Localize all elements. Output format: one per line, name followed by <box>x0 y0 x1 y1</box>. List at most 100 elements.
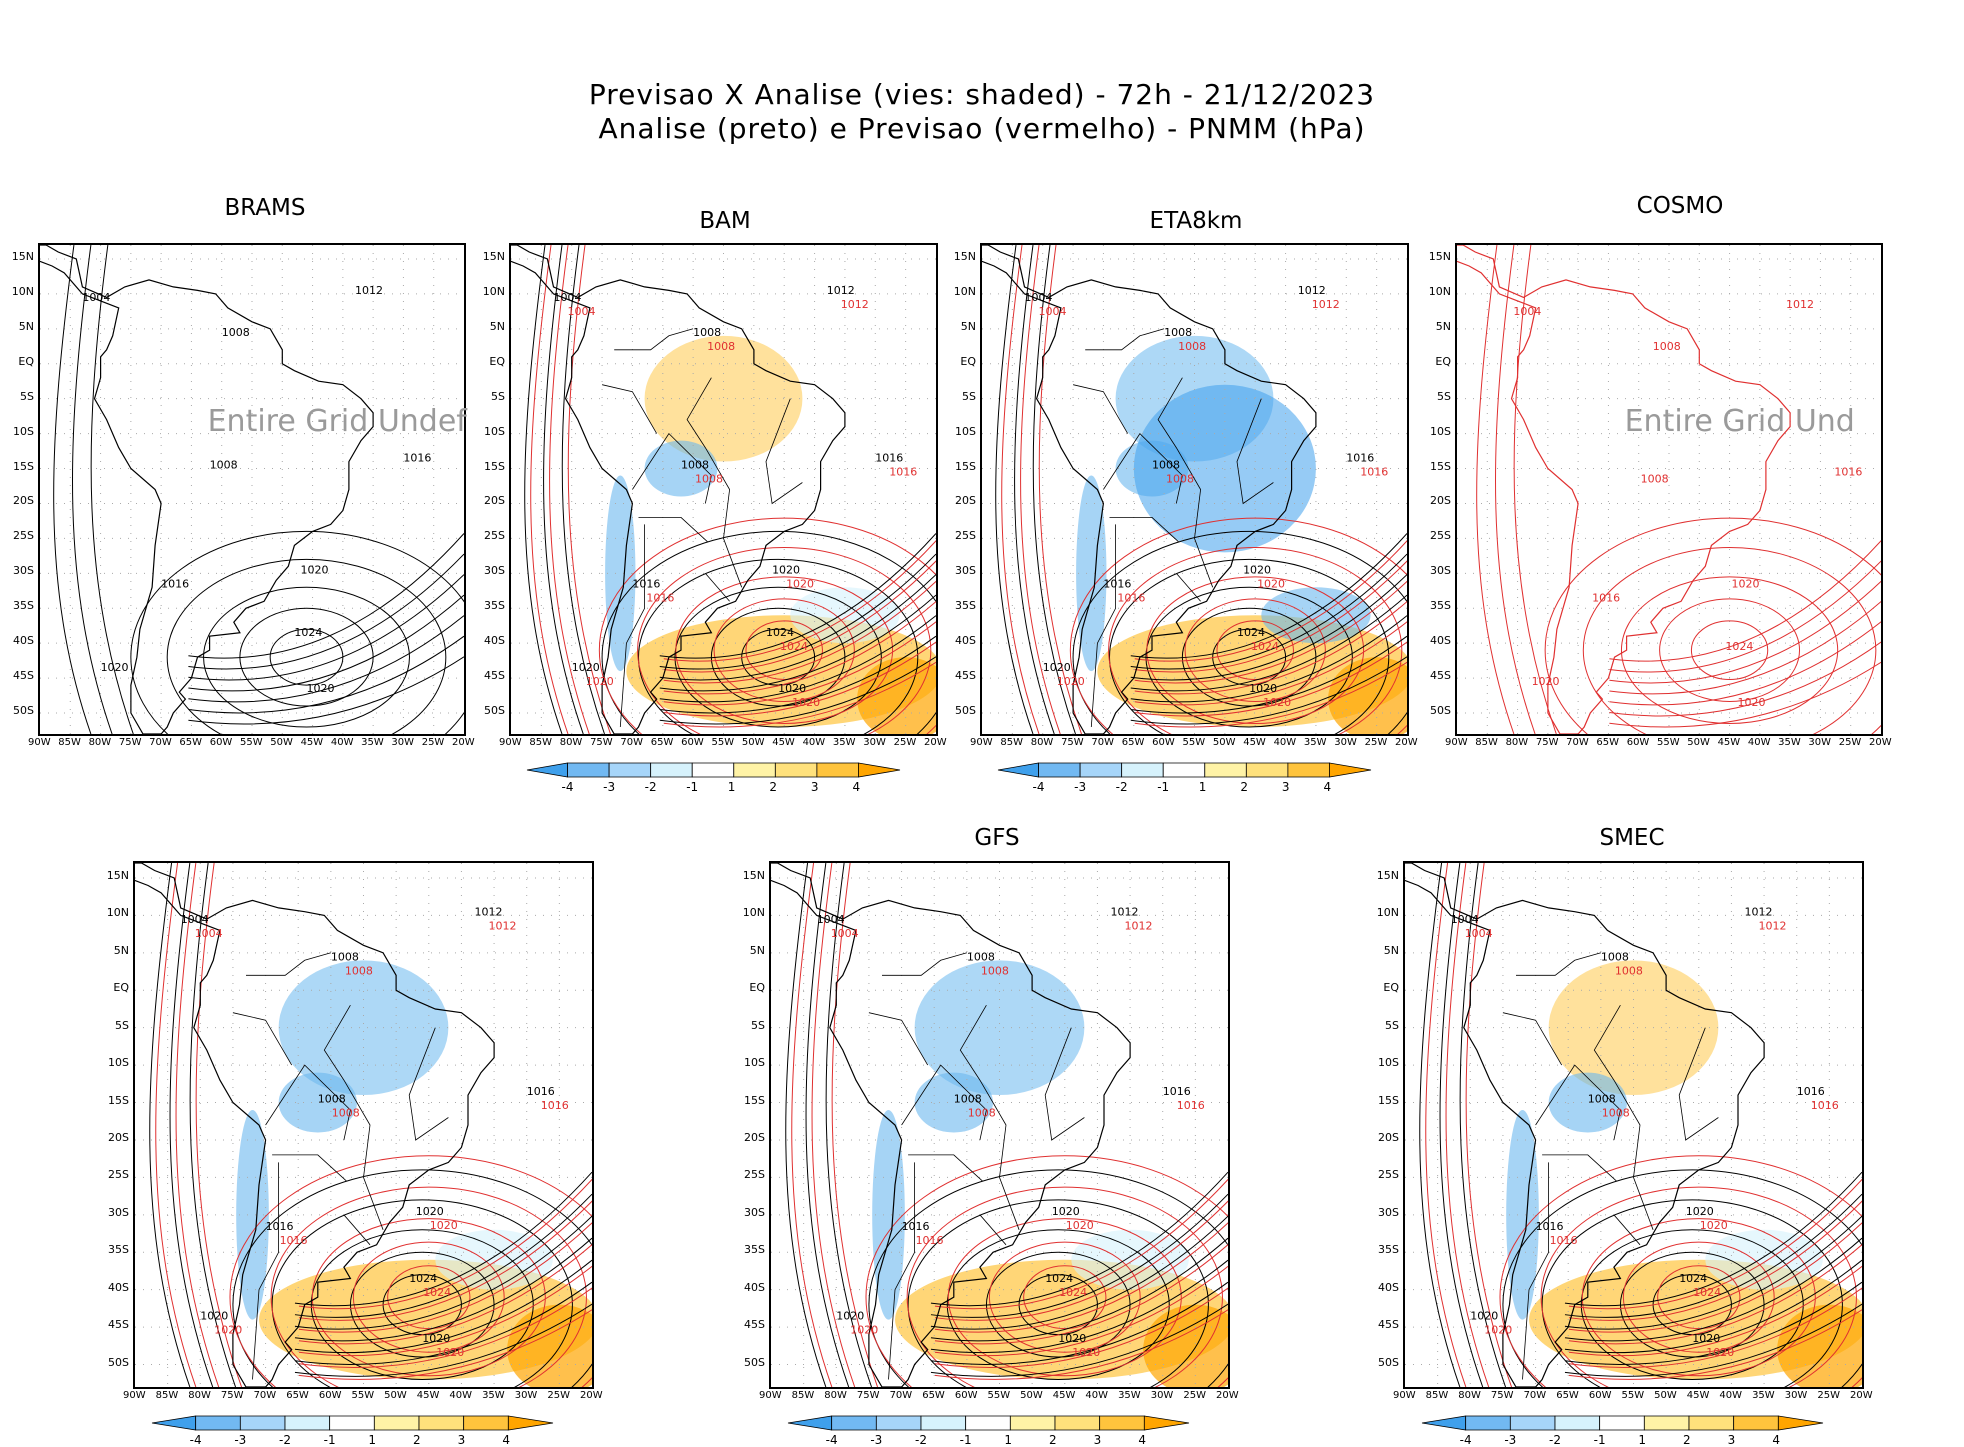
lon-tick-label: 60W <box>1588 1390 1612 1401</box>
isobar-analysis <box>232 1169 592 1387</box>
lat-tick-label: 45S <box>1430 669 1451 683</box>
lat-tick-label: 25S <box>108 1168 129 1182</box>
isobar-forecast <box>1134 661 1407 728</box>
colorbar-label: 1 <box>727 780 736 794</box>
lon-tick-label: 70W <box>620 737 644 748</box>
lon-tick-label: 70W <box>1523 1390 1547 1401</box>
colorbar-label: -1 <box>686 780 699 794</box>
lat-tick-label: 30S <box>484 564 505 578</box>
lat-tick-label: 50S <box>1430 704 1451 718</box>
lon-tick-label: 40W <box>1273 737 1297 748</box>
colorbar-label: -1 <box>959 1433 972 1447</box>
isobar-analysis <box>294 1171 592 1307</box>
colorbar-segment <box>1643 1415 1690 1431</box>
lon-tick-label: 85W <box>529 737 552 748</box>
isobar-analysis <box>1564 1193 1862 1318</box>
isobar-label-analysis: 1012 <box>474 905 502 918</box>
isobar-analysis <box>188 656 464 725</box>
lat-tick-label: 10N <box>1428 284 1451 298</box>
lat-tick-label: 20S <box>108 1130 129 1144</box>
lat-tick-label: 45S <box>13 669 34 683</box>
lat-tick-label: EQ <box>1383 981 1399 995</box>
isobar-analysis <box>188 574 464 681</box>
country-border <box>602 384 658 434</box>
colorbar-label: 2 <box>1683 1433 1691 1447</box>
colorbar-label: 3 <box>1281 780 1290 794</box>
isobar-analysis <box>72 245 113 734</box>
isobar-label-forecast: 1008 <box>981 964 1009 977</box>
isobar-label-forecast: 1020 <box>586 675 614 688</box>
lat-tick-label: 30S <box>955 564 976 578</box>
lat-tick-label: 35S <box>1430 599 1451 613</box>
lat-tick-label: 5N <box>18 319 34 333</box>
lon-tick-label: 20W <box>1850 1390 1873 1401</box>
colorbar-label: 4 <box>1772 1433 1780 1447</box>
lon-tick-label: 55W <box>1621 1390 1645 1401</box>
lon-tick-label: 60W <box>318 1390 342 1401</box>
isobar-label-forecast: 1008 <box>345 964 373 977</box>
isobar-label-forecast: 1024 <box>423 1286 451 1299</box>
lat-tick-label: 50S <box>484 704 505 718</box>
colorbar-gfs <box>787 1415 1190 1431</box>
isobar-forecast <box>663 641 936 717</box>
isobar-label-forecast: 1024 <box>1725 640 1753 653</box>
lon-tick-label: 50W <box>1212 737 1236 748</box>
isobar-label-forecast: 1020 <box>786 577 814 590</box>
lon-tick-label: 45W <box>1052 1390 1076 1401</box>
isobar-analysis <box>1564 1281 1862 1365</box>
lat-tick-label: 5N <box>113 943 129 957</box>
bias-amazon <box>914 960 1085 1096</box>
lon-tick-label: 20W <box>924 737 947 748</box>
country-border <box>265 1064 351 1141</box>
isobar-forecast <box>1540 1186 1857 1387</box>
isobar-forecast <box>831 863 879 1387</box>
lon-tick-label: 20W <box>1216 1390 1239 1401</box>
lat-tick-label: EQ <box>489 354 505 368</box>
lon-tick-label: 80W <box>188 1390 211 1401</box>
coastline <box>511 245 846 734</box>
isobar-analysis <box>995 245 1034 734</box>
isobar-forecast <box>1425 863 1467 1387</box>
isobar-analysis <box>294 1237 592 1342</box>
isobar-label-analysis: 1020 <box>1052 1205 1080 1218</box>
colorbar-segment <box>1079 762 1123 778</box>
country-border <box>614 328 694 351</box>
lon-tick-label: 75W <box>856 1390 880 1401</box>
lat-tick-label: 20S <box>1430 494 1451 508</box>
lat-tick-label: 40S <box>108 1280 129 1294</box>
isobar-forecast <box>1609 600 1881 695</box>
isobar-analysis <box>1109 558 1390 734</box>
isobar-analysis <box>1564 1215 1862 1330</box>
isobar-forecast <box>155 863 197 1387</box>
lat-tick-label: 20S <box>1378 1130 1399 1144</box>
isobar-label-analysis: 1004 <box>1451 913 1479 926</box>
isobar-label-analysis: 1016 <box>875 452 903 465</box>
lon-tick-label: 30W <box>1784 1390 1808 1401</box>
isobar-forecast <box>1134 641 1407 717</box>
isobar-forecast <box>1445 863 1490 1387</box>
lon-tick-label: 30W <box>391 737 415 748</box>
colorbar-segment <box>1054 1415 1101 1431</box>
lon-tick-label: 55W <box>711 737 735 748</box>
bias-amazon <box>644 335 803 462</box>
isobar-label-forecast: 1008 <box>1653 340 1681 353</box>
colorbar-segment <box>650 762 693 778</box>
isobar-label-forecast: 1012 <box>1758 919 1786 932</box>
lat-tick-label: 10N <box>742 906 765 920</box>
lat-tick-label: 15S <box>1430 459 1451 473</box>
isobar-analysis <box>90 245 134 734</box>
isobar-forecast <box>387 1265 471 1330</box>
isobar-label-analysis: 1004 <box>1025 291 1053 304</box>
isobar-analysis <box>1564 1171 1862 1307</box>
colorbar-segment <box>965 1415 1011 1431</box>
isobar-analysis <box>1564 1303 1862 1377</box>
isobar-analysis <box>659 635 936 714</box>
lon-tick-label: 75W <box>1061 737 1084 748</box>
lat-tick-label: 5S <box>20 389 34 403</box>
colorbar-label: 4 <box>502 1433 510 1447</box>
isobar-label-forecast: 1004 <box>195 927 223 940</box>
isobar-label-forecast: 1020 <box>436 1346 464 1359</box>
lon-tick-label: 85W <box>155 1390 179 1401</box>
isobar-analysis <box>294 1193 592 1318</box>
isobar-analysis <box>930 1193 1228 1318</box>
